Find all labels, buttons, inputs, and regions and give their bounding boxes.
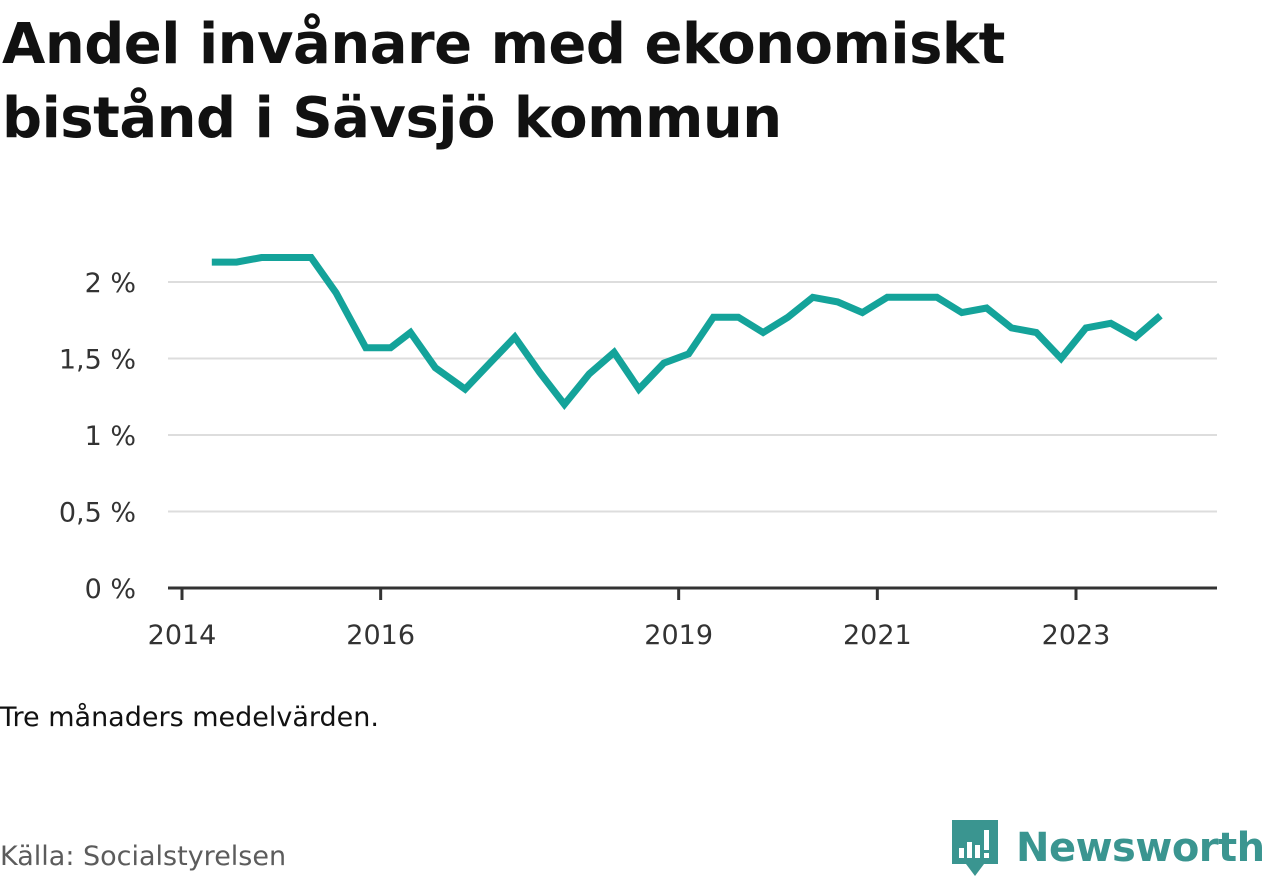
series-line [211, 254, 1163, 411]
y-tick-label: 1 % [85, 421, 136, 452]
x-tick-label: 2023 [1042, 620, 1111, 651]
y-tick-label: 0,5 % [59, 498, 136, 529]
x-tick-label: 2021 [843, 620, 912, 651]
y-tick-label: 1,5 % [59, 345, 136, 376]
x-axis [168, 586, 1217, 600]
x-tick-label: 2016 [346, 620, 415, 651]
y-tick-label: 2 % [85, 268, 136, 299]
brand-name: Newsworthy [1016, 825, 1262, 871]
brand-logo-block: Newsworthy [950, 818, 1262, 878]
x-tick-label: 2014 [148, 620, 217, 651]
y-tick-label: 0 % [85, 574, 136, 605]
gridlines [168, 281, 1217, 513]
chart-note: Tre månaders medelvärden. [0, 702, 379, 733]
source-label: Källa: Socialstyrelsen [0, 841, 287, 872]
series-group [211, 254, 1163, 411]
chart-title: Andel invånare med ekonomiskt bistånd i … [2, 12, 1005, 151]
x-axis-tick-labels: 2014 2016 2019 2021 2023 [148, 620, 1111, 651]
x-tick-label: 2019 [644, 620, 713, 651]
y-axis-tick-labels: 0 % 0,5 % 1 % 1,5 % 2 % [59, 268, 136, 605]
newsworthy-logo-icon [952, 820, 998, 876]
